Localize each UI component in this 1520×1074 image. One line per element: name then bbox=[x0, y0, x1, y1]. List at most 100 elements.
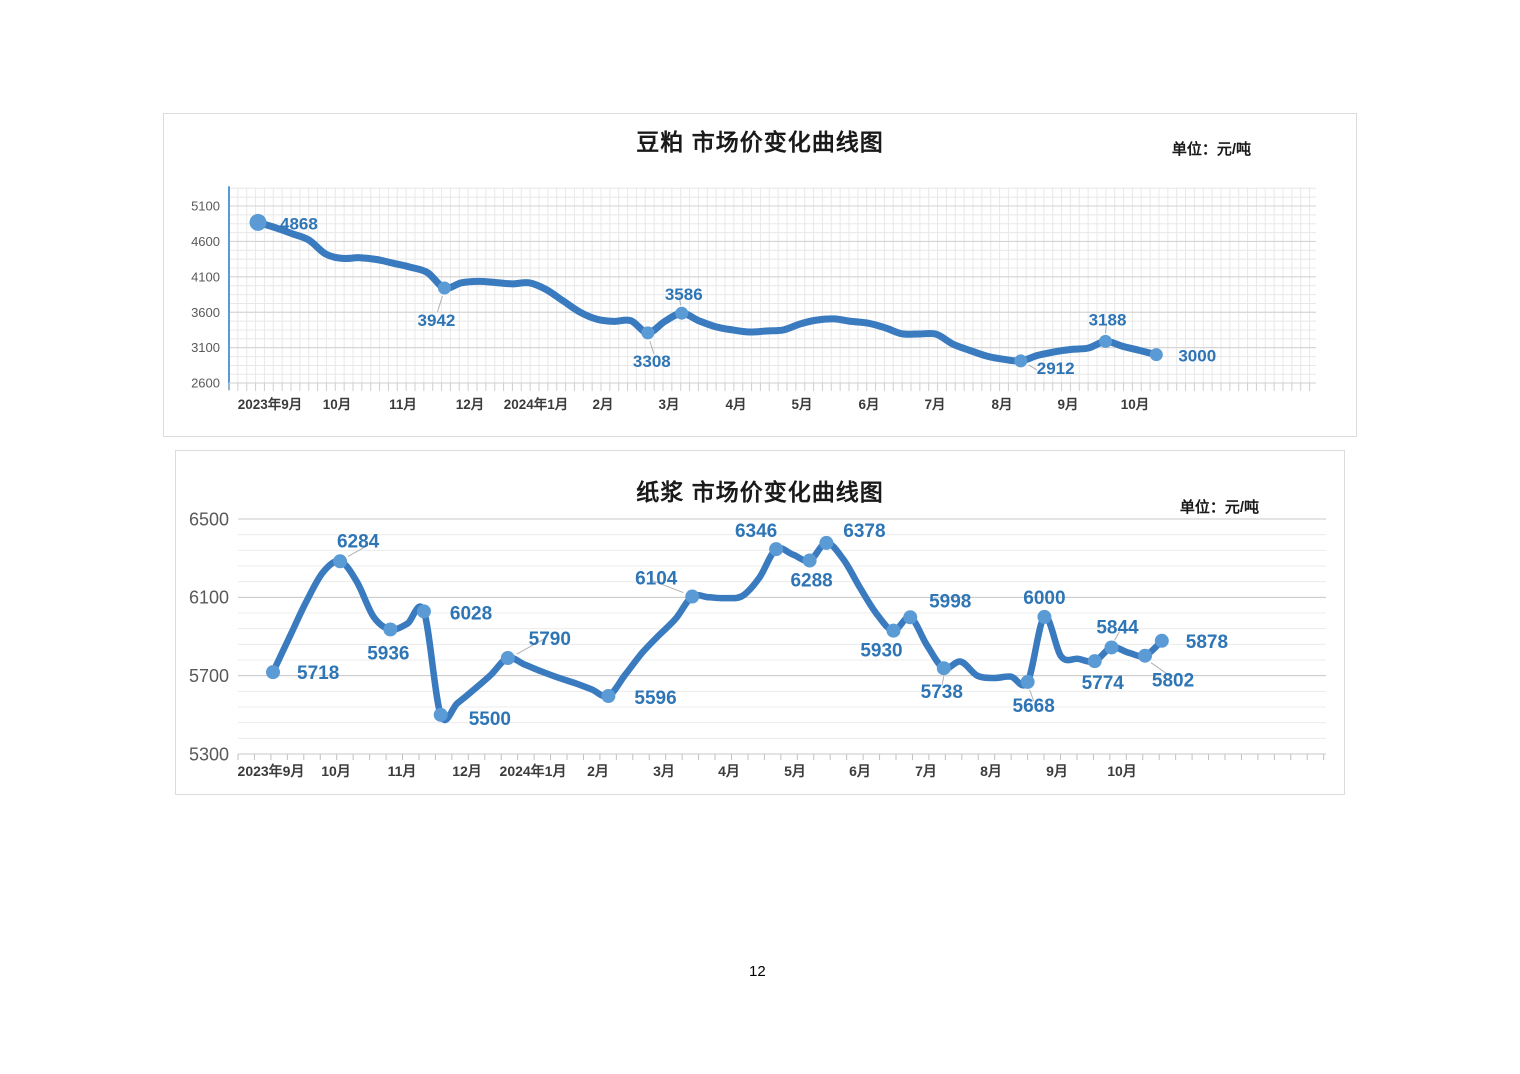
label-leader-line bbox=[678, 295, 682, 306]
data-point-marker bbox=[1138, 648, 1153, 663]
data-point-label: 5738 bbox=[921, 682, 963, 703]
data-point-label: 3188 bbox=[1089, 310, 1127, 329]
data-point-marker bbox=[1099, 334, 1112, 348]
data-point-label: 6000 bbox=[1023, 588, 1065, 609]
data-point-marker bbox=[802, 553, 817, 568]
price-line bbox=[254, 218, 1160, 365]
label-leader-line bbox=[1105, 323, 1107, 334]
x-axis-label: 12月 bbox=[452, 763, 482, 779]
x-axis-label: 6月 bbox=[858, 397, 879, 412]
chart-title: 纸浆 市场价变化曲线图 bbox=[636, 479, 884, 505]
unit-label: 单位：元/吨 bbox=[1171, 141, 1251, 158]
data-point-label: 6104 bbox=[635, 569, 678, 590]
y-axis-label: 4100 bbox=[191, 269, 220, 284]
data-point-label: 4868 bbox=[280, 214, 318, 233]
data-point-label: 5930 bbox=[860, 641, 902, 662]
x-axis-label: 10月 bbox=[321, 763, 351, 779]
data-point-label: 6378 bbox=[843, 521, 885, 542]
x-axis-label: 11月 bbox=[389, 397, 417, 412]
data-point-label: 6284 bbox=[337, 531, 380, 552]
data-point-marker bbox=[641, 326, 655, 340]
unit-label: 单位：元/吨 bbox=[1179, 499, 1259, 516]
line-chart-zhijiang: 6500 6100 5700 5300 2023年9月 10月 11月 12月 2024年1月 2… bbox=[189, 509, 1326, 779]
x-axis-label: 8月 bbox=[980, 763, 1002, 779]
label-leader-line bbox=[347, 544, 369, 557]
data-point-label: 6288 bbox=[790, 571, 832, 592]
x-axis-label: 2023年9月 bbox=[238, 763, 305, 779]
label-leader-line bbox=[436, 295, 443, 313]
x-axis-label: 5月 bbox=[791, 397, 812, 412]
x-axis-label: 2月 bbox=[592, 397, 613, 412]
data-point-marker bbox=[1087, 654, 1102, 669]
data-point-marker bbox=[1014, 354, 1028, 368]
y-axis-label: 6100 bbox=[189, 588, 229, 608]
data-point-label: 5802 bbox=[1152, 671, 1194, 692]
x-axis-label: 9月 bbox=[1057, 397, 1078, 412]
x-axis-label: 3月 bbox=[653, 763, 675, 779]
page-number: 12 bbox=[749, 963, 766, 980]
data-point-marker bbox=[1149, 348, 1163, 362]
y-axis-label: 5300 bbox=[189, 744, 229, 764]
data-point-label: 5844 bbox=[1096, 617, 1139, 638]
label-leader-line bbox=[1114, 631, 1120, 641]
data-point-label: 5774 bbox=[1082, 673, 1125, 694]
label-leader-line bbox=[649, 340, 655, 355]
data-point-label: 6028 bbox=[450, 603, 492, 624]
x-axis-label: 7月 bbox=[924, 397, 945, 412]
x-axis-label: 5月 bbox=[784, 763, 806, 779]
label-leader-line bbox=[1029, 689, 1035, 702]
data-point-label: 3000 bbox=[1178, 347, 1216, 366]
x-axis-label: 2024年1月 bbox=[504, 396, 569, 412]
data-point-marker bbox=[886, 623, 901, 638]
x-axis-label: 9月 bbox=[1046, 763, 1068, 779]
data-point-marker bbox=[675, 306, 689, 320]
data-point-marker bbox=[601, 689, 616, 704]
data-point-marker bbox=[769, 542, 784, 557]
data-point-marker bbox=[500, 651, 515, 666]
data-point-label: 5500 bbox=[469, 709, 511, 730]
x-axis-label: 4月 bbox=[718, 763, 740, 779]
label-leader-line bbox=[941, 676, 945, 687]
y-axis-label: 4600 bbox=[191, 234, 220, 249]
x-axis-label: 2月 bbox=[587, 763, 609, 779]
label-leader-line bbox=[516, 637, 547, 655]
data-point-marker bbox=[1104, 640, 1119, 655]
data-point-marker bbox=[1154, 633, 1169, 648]
data-point-label: 5790 bbox=[529, 629, 571, 650]
y-axis-label: 2600 bbox=[191, 376, 220, 391]
x-axis-label: 6月 bbox=[849, 763, 871, 779]
x-axis-label: 3月 bbox=[658, 397, 679, 412]
data-point-marker bbox=[903, 610, 918, 625]
data-point-marker bbox=[416, 604, 431, 619]
data-point-marker bbox=[249, 213, 267, 231]
data-point-label: 5878 bbox=[1186, 632, 1228, 653]
data-point-marker bbox=[433, 707, 448, 722]
y-axis-label: 3600 bbox=[191, 305, 220, 320]
chart-title: 豆粕 市场价变化曲线图 bbox=[636, 129, 884, 155]
data-point-label: 5936 bbox=[367, 643, 409, 664]
x-axis-label: 10月 bbox=[1107, 763, 1137, 779]
x-axis-label: 10月 bbox=[1121, 397, 1150, 412]
data-point-marker bbox=[685, 589, 700, 604]
label-leader-line bbox=[1028, 364, 1038, 371]
x-axis-label: 2024年1月 bbox=[500, 763, 567, 779]
data-point-label: 5668 bbox=[1013, 696, 1055, 717]
x-axis-label: 11月 bbox=[388, 763, 417, 779]
label-leader-line bbox=[1150, 662, 1172, 678]
y-axis-label: 5100 bbox=[191, 199, 220, 214]
y-axis-label: 3100 bbox=[191, 340, 220, 355]
data-point-label: 2912 bbox=[1037, 359, 1075, 378]
label-leader-line bbox=[652, 580, 684, 594]
data-point-marker bbox=[266, 665, 280, 680]
data-point-marker bbox=[1020, 674, 1035, 689]
x-axis-label: 2023年9月 bbox=[238, 396, 303, 412]
data-point-label: 3942 bbox=[418, 311, 456, 330]
chart-panel-doupo: 豆粕 市场价变化曲线图 单位：元/吨 5100 4600 4100 3600 3100 2… bbox=[163, 113, 1357, 437]
x-axis-label: 8月 bbox=[991, 397, 1012, 412]
data-point-label: 5596 bbox=[634, 688, 676, 709]
y-axis-label: 6500 bbox=[189, 509, 229, 529]
x-axis-label: 12月 bbox=[456, 397, 485, 412]
data-point-label: 3308 bbox=[633, 352, 671, 371]
y-axis-label: 5700 bbox=[189, 666, 229, 686]
